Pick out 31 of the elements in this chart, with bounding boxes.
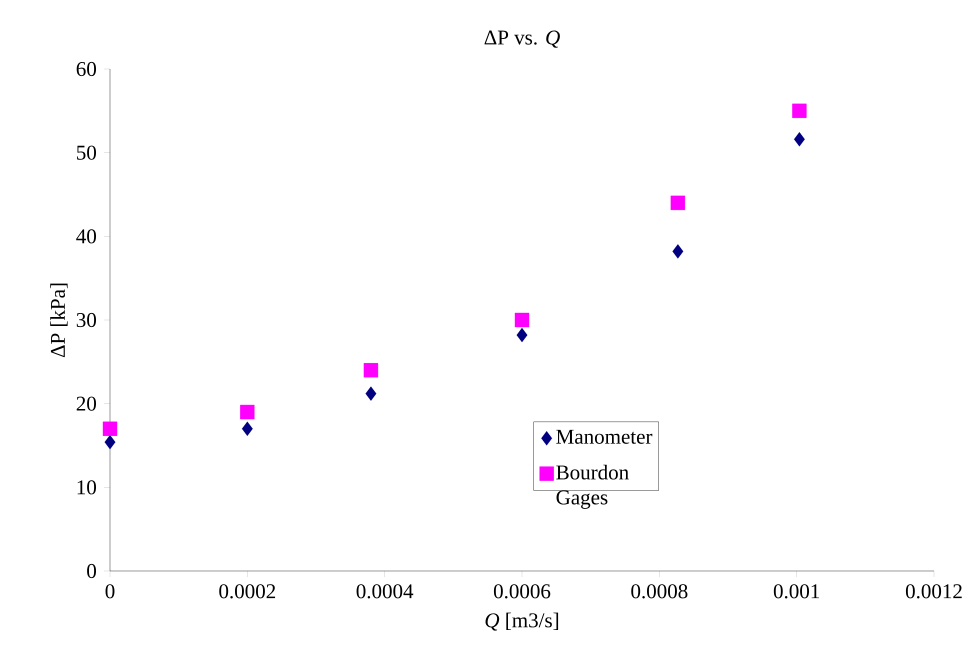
point: [242, 422, 253, 436]
chart-title: ΔP vs. Q: [484, 30, 560, 48]
point: [672, 244, 684, 259]
point: [240, 404, 255, 420]
legend-label: Manometer: [556, 430, 652, 444]
x-tick-label: 0.001: [774, 584, 820, 598]
point: [104, 434, 116, 450]
y-tick-label: 30: [76, 312, 96, 328]
x-tick-label: 0.0008: [631, 584, 688, 598]
y-tick-label: 0: [87, 564, 96, 578]
legend-label: Bourdon Gages: [556, 464, 629, 509]
x-tick-label: 0.0004: [356, 584, 414, 598]
y-tick-label: 60: [76, 62, 96, 76]
y-tick-label: 20: [76, 396, 96, 411]
x-tick-label: 0.0002: [219, 584, 276, 598]
y-tick-label: 50: [77, 146, 96, 160]
y-tick-label: 40: [76, 229, 96, 244]
point: [102, 422, 118, 436]
point: [516, 328, 528, 342]
x-tick-label: 0.0012: [906, 584, 962, 598]
x-tick-label: 0.0006: [494, 584, 550, 598]
point: [670, 196, 686, 210]
y-axis-title: ΔP [kPa]: [50, 284, 68, 358]
point: [514, 312, 530, 328]
point: [794, 132, 805, 146]
point: [364, 363, 378, 378]
point: [365, 386, 376, 401]
x-tick-label: 0: [106, 584, 114, 598]
y-tick-label: 10: [78, 480, 96, 494]
point: [792, 104, 807, 118]
x-axis-title: Q [m3/s]: [486, 612, 558, 631]
